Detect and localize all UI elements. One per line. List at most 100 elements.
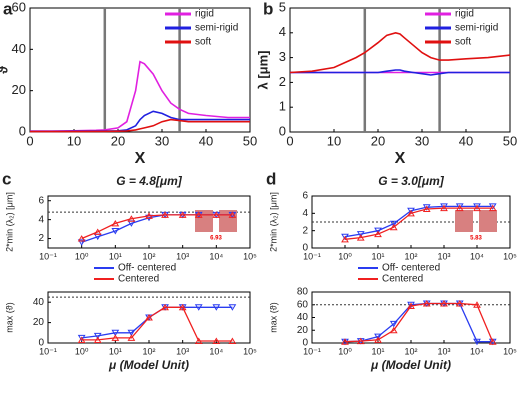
point-marker: [228, 337, 237, 344]
point-marker: [389, 223, 398, 231]
x-tick-label: 10: [327, 133, 341, 148]
inset-label: 5.83: [470, 236, 482, 242]
y-tick-label: 3: [279, 49, 286, 64]
x-axis-label: μ (Model Unit): [370, 358, 451, 372]
y-axis-label: 2*min (λ₂) [μm]: [268, 192, 278, 252]
x-tick-label: 10⁻¹: [303, 346, 321, 356]
y-tick-label: 40: [33, 297, 45, 308]
point-marker: [93, 336, 102, 343]
y-tick-label: 6: [302, 191, 308, 202]
point-marker: [228, 211, 237, 218]
x-tick-label: 10: [67, 133, 81, 148]
x-tick-label: 10⁵: [243, 346, 257, 356]
point-marker: [212, 337, 221, 344]
y-tick-label: 2: [302, 225, 308, 236]
point-marker: [161, 303, 169, 311]
x-tick-label: 40: [459, 133, 473, 148]
x-tick-label: 10⁰: [338, 251, 352, 261]
y-axis-label: ϑ: [0, 66, 10, 74]
y-tick-label: 5: [279, 0, 286, 14]
series-line: [81, 214, 233, 240]
x-axis-label: X: [395, 150, 406, 167]
point-marker: [127, 215, 136, 222]
y-axis-label: max (ϑ): [4, 302, 14, 332]
y-tick-label: 60: [12, 0, 26, 14]
point-marker: [77, 239, 86, 246]
x-tick-label: 10²: [142, 346, 155, 356]
point-marker: [473, 204, 481, 212]
point-marker: [93, 332, 102, 340]
inset-label: 6.93: [210, 236, 222, 242]
point-marker: [488, 338, 497, 345]
plot-frame: [311, 291, 511, 344]
point-marker: [341, 338, 349, 345]
point-marker: [111, 334, 120, 341]
series-line: [344, 207, 493, 240]
point-marker: [111, 227, 120, 235]
series-line: [81, 306, 233, 342]
point-marker: [407, 207, 415, 215]
y-tick-label: 0: [38, 338, 44, 349]
point-marker: [374, 227, 382, 235]
point-marker: [212, 211, 221, 218]
point-marker: [341, 233, 349, 241]
x-tick-label: 10²: [404, 346, 417, 356]
series-line: [30, 118, 250, 133]
series-line: [344, 302, 494, 343]
x-tick-label: 10⁴: [470, 251, 484, 261]
point-marker: [407, 209, 415, 217]
point-marker: [389, 326, 398, 334]
x-tick-label: 10⁻¹: [39, 251, 57, 261]
x-tick-label: 10⁰: [338, 346, 352, 356]
x-tick-label: 10³: [176, 346, 189, 356]
point-marker: [473, 338, 481, 346]
point-marker: [77, 235, 86, 242]
point-marker: [473, 301, 481, 308]
y-tick-label: 80: [297, 287, 309, 298]
legend-label: semi-rigid: [455, 23, 498, 34]
point-marker: [389, 220, 398, 228]
plot-frame: [289, 7, 511, 133]
series-line: [289, 31, 511, 74]
point-marker: [422, 205, 431, 212]
x-tick-label: 20: [371, 133, 385, 148]
point-marker: [111, 219, 120, 227]
x-tick-label: 10⁰: [75, 251, 89, 261]
point-marker: [194, 304, 203, 311]
y-axis-label: max (ϑ): [268, 302, 278, 332]
series-line: [344, 205, 493, 238]
x-tick-label: 0: [26, 133, 33, 148]
point-marker: [455, 204, 464, 212]
point-marker: [178, 303, 187, 311]
y-axis-label: λ [μm]: [255, 50, 270, 89]
x-tick-label: 10¹: [371, 251, 384, 261]
legend-label: Off- centered: [382, 263, 440, 274]
point-marker: [374, 336, 382, 343]
legend-label: Centered: [382, 274, 423, 285]
point-marker: [422, 204, 431, 211]
x-tick-label: 10¹: [109, 251, 122, 261]
point-marker: [356, 234, 365, 241]
point-marker: [407, 302, 415, 310]
x-tick-label: 50: [503, 133, 517, 148]
x-axis-label: X: [135, 150, 146, 167]
point-marker: [389, 320, 398, 328]
point-marker: [374, 230, 382, 238]
point-marker: [440, 203, 448, 210]
y-tick-label: 20: [12, 82, 26, 97]
x-tick-label: 10³: [437, 346, 450, 356]
point-marker: [145, 212, 153, 219]
x-tick-label: 10⁵: [243, 251, 257, 261]
x-tick-label: 10¹: [371, 346, 384, 356]
legend-label: Off- centered: [118, 263, 176, 274]
point-marker: [473, 203, 481, 210]
point-marker: [127, 334, 136, 341]
y-tick-label: 0: [302, 338, 308, 349]
point-marker: [374, 333, 382, 341]
x-tick-label: 20: [111, 133, 125, 148]
y-tick-label: 60: [297, 299, 309, 310]
y-tick-label: 0: [19, 123, 26, 138]
chart-title: G = 4.8[μm]: [116, 174, 183, 188]
point-marker: [145, 314, 153, 321]
